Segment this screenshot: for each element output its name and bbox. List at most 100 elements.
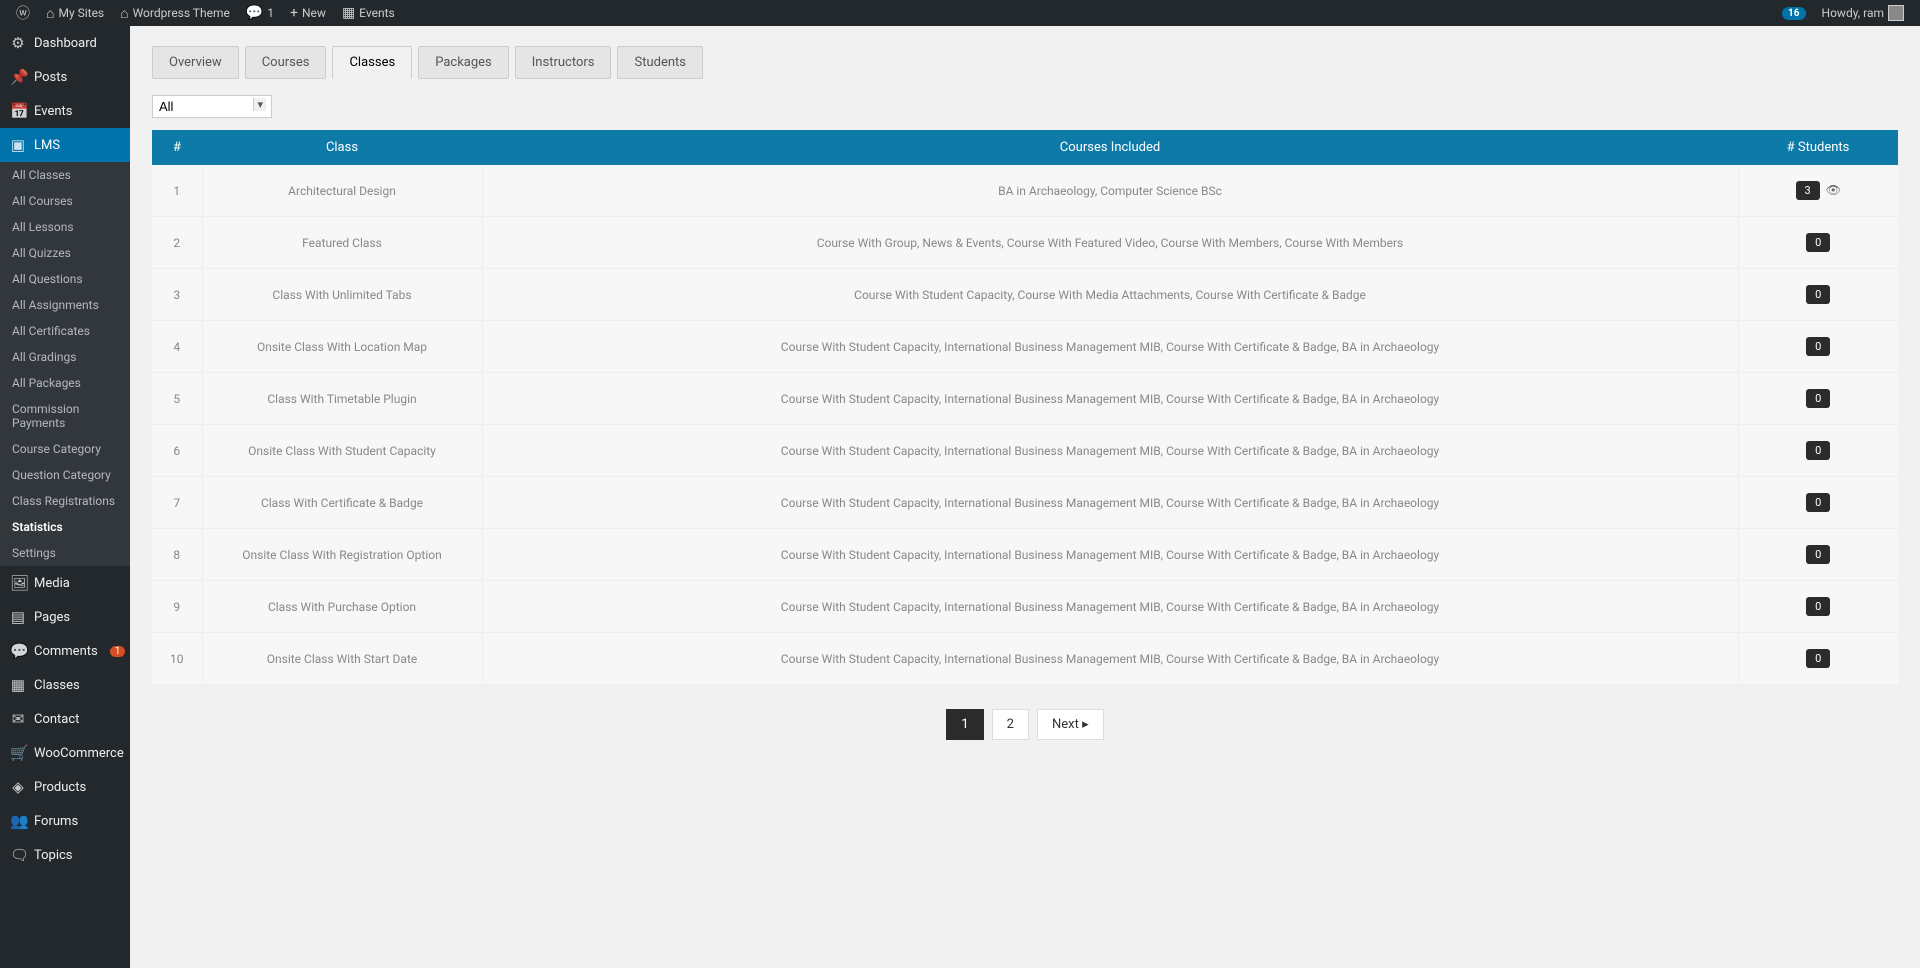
table-scroll[interactable]: # Class Courses Included # Students 1Arc…	[152, 130, 1898, 685]
menu-icon: ◈	[10, 778, 26, 796]
class-link[interactable]: Onsite Class With Student Capacity	[248, 444, 436, 458]
tab-overview[interactable]: Overview	[152, 46, 239, 79]
row-students: 0	[1738, 529, 1898, 581]
sidebar-item-media[interactable]: 🖼Media	[0, 566, 130, 600]
filter-row: All	[152, 95, 1898, 118]
submenu-item-question-category[interactable]: Question Category	[0, 462, 130, 488]
class-link[interactable]: Onsite Class With Location Map	[257, 340, 427, 354]
class-link[interactable]: Class With Unlimited Tabs	[272, 288, 411, 302]
row-courses: Course With Student Capacity, Internatio…	[482, 321, 1738, 373]
eye-icon[interactable]: 👁	[1826, 183, 1841, 197]
tab-courses[interactable]: Courses	[245, 46, 327, 79]
submenu-item-settings[interactable]: Settings	[0, 540, 130, 566]
sidebar-item-topics[interactable]: 🗨Topics	[0, 838, 130, 872]
sidebar-item-products[interactable]: ◈Products	[0, 770, 130, 804]
submenu-item-all-packages[interactable]: All Packages	[0, 370, 130, 396]
courses-link[interactable]: Course With Student Capacity, Internatio…	[781, 444, 1439, 458]
pagination: 12 Next ▸	[152, 709, 1898, 740]
table-row: 1Architectural DesignBA in Archaeology, …	[152, 165, 1898, 217]
courses-link[interactable]: Course With Student Capacity, Internatio…	[781, 340, 1439, 354]
courses-link[interactable]: Course With Student Capacity, Internatio…	[781, 600, 1439, 614]
menu-label: Posts	[34, 70, 67, 85]
col-number-header: #	[152, 130, 202, 165]
sidebar-item-posts[interactable]: 📌Posts	[0, 60, 130, 94]
sidebar-item-woocommerce[interactable]: 🛒WooCommerce	[0, 736, 130, 770]
sidebar-item-contact[interactable]: ✉Contact	[0, 702, 130, 736]
tab-instructors[interactable]: Instructors	[515, 46, 612, 79]
row-number: 3	[152, 269, 202, 321]
submenu-item-all-lessons[interactable]: All Lessons	[0, 214, 130, 240]
tab-classes[interactable]: Classes	[332, 46, 412, 79]
calendar-icon: ▦	[342, 5, 355, 21]
student-count-badge: 0	[1806, 441, 1830, 460]
sidebar-item-dashboard[interactable]: ⚙Dashboard	[0, 26, 130, 60]
comment-icon: 💬	[246, 5, 263, 21]
row-number: 6	[152, 425, 202, 477]
submenu-item-course-category[interactable]: Course Category	[0, 436, 130, 462]
courses-link[interactable]: Course With Group, News & Events, Course…	[817, 236, 1404, 250]
my-sites-link[interactable]: ⌂My Sites	[38, 0, 112, 26]
sidebar-item-lms[interactable]: ▣LMS	[0, 128, 130, 162]
new-link[interactable]: +New	[282, 0, 334, 26]
row-class: Class With Purchase Option	[202, 581, 482, 633]
row-courses: Course With Student Capacity, Internatio…	[482, 529, 1738, 581]
sidebar-item-pages[interactable]: ▤Pages	[0, 600, 130, 634]
events-link[interactable]: ▦Events	[334, 0, 403, 26]
row-class: Onsite Class With Start Date	[202, 633, 482, 685]
row-courses: Course With Student Capacity, Course Wit…	[482, 269, 1738, 321]
row-class: Onsite Class With Student Capacity	[202, 425, 482, 477]
submenu-item-all-courses[interactable]: All Courses	[0, 188, 130, 214]
class-link[interactable]: Onsite Class With Registration Option	[242, 548, 441, 562]
courses-link[interactable]: Course With Student Capacity, Internatio…	[781, 652, 1439, 666]
sidebar-item-classes[interactable]: ▦Classes	[0, 668, 130, 702]
submenu-item-commission-payments[interactable]: Commission Payments	[0, 396, 130, 436]
new-label: New	[302, 6, 326, 20]
page-2[interactable]: 2	[992, 709, 1029, 740]
menu-icon: ▦	[10, 676, 26, 694]
student-count-badge: 0	[1806, 649, 1830, 668]
courses-link[interactable]: Course With Student Capacity, Course Wit…	[854, 288, 1366, 302]
menu-label: Media	[34, 576, 70, 591]
table-row: 3 Class With Unlimited Tabs Course With St…	[152, 269, 1898, 321]
tab-packages[interactable]: Packages	[418, 46, 509, 79]
filter-select[interactable]: All	[152, 95, 272, 118]
site-name-link[interactable]: ⌂Wordpress Theme	[112, 0, 238, 26]
sidebar-item-events[interactable]: 📅Events	[0, 94, 130, 128]
menu-icon: 🛒	[10, 744, 26, 762]
submenu-item-all-assignments[interactable]: All Assignments	[0, 292, 130, 318]
row-students: 3👁	[1738, 165, 1898, 217]
tab-students[interactable]: Students	[617, 46, 703, 79]
class-link[interactable]: Class With Purchase Option	[268, 600, 416, 614]
sidebar-item-forums[interactable]: 👥Forums	[0, 804, 130, 838]
class-link[interactable]: Class With Certificate & Badge	[261, 496, 423, 510]
col-courses-header: Courses Included	[482, 130, 1738, 165]
submenu-item-all-quizzes[interactable]: All Quizzes	[0, 240, 130, 266]
submenu-item-all-classes[interactable]: All Classes	[0, 162, 130, 188]
courses-link[interactable]: Course With Student Capacity, Internatio…	[781, 392, 1439, 406]
courses-link[interactable]: Course With Student Capacity, Internatio…	[781, 496, 1439, 510]
row-students: 0	[1738, 425, 1898, 477]
notification-badge[interactable]: 16	[1782, 7, 1805, 20]
sidebar-item-comments[interactable]: 💬Comments1	[0, 634, 130, 668]
class-link[interactable]: Featured Class	[302, 236, 382, 250]
classes-table: # Class Courses Included # Students 1Arc…	[152, 130, 1898, 685]
submenu-item-all-questions[interactable]: All Questions	[0, 266, 130, 292]
menu-icon: ⚙	[10, 34, 26, 52]
menu-icon: 🗨	[10, 846, 26, 864]
table-row: 8Onsite Class With Registration OptionCo…	[152, 529, 1898, 581]
comments-link[interactable]: 💬1	[238, 0, 282, 26]
courses-link[interactable]: BA in Archaeology, Computer Science BSc	[998, 184, 1222, 198]
submenu-item-all-gradings[interactable]: All Gradings	[0, 344, 130, 370]
table-row: 7Class With Certificate & BadgeCourse Wi…	[152, 477, 1898, 529]
courses-link[interactable]: Course With Student Capacity, Internatio…	[781, 548, 1439, 562]
class-link[interactable]: Class With Timetable Plugin	[267, 392, 416, 406]
class-link[interactable]: Onsite Class With Start Date	[267, 652, 418, 666]
submenu-item-statistics[interactable]: Statistics	[0, 514, 130, 540]
page-1[interactable]: 1	[946, 709, 983, 740]
class-link[interactable]: Architectural Design	[288, 184, 396, 198]
wp-logo[interactable]: ⓦ	[8, 0, 38, 26]
submenu-item-class-registrations[interactable]: Class Registrations	[0, 488, 130, 514]
next-page-button[interactable]: Next ▸	[1037, 709, 1104, 740]
account-link[interactable]: Howdy, ram	[1814, 0, 1912, 26]
submenu-item-all-certificates[interactable]: All Certificates	[0, 318, 130, 344]
